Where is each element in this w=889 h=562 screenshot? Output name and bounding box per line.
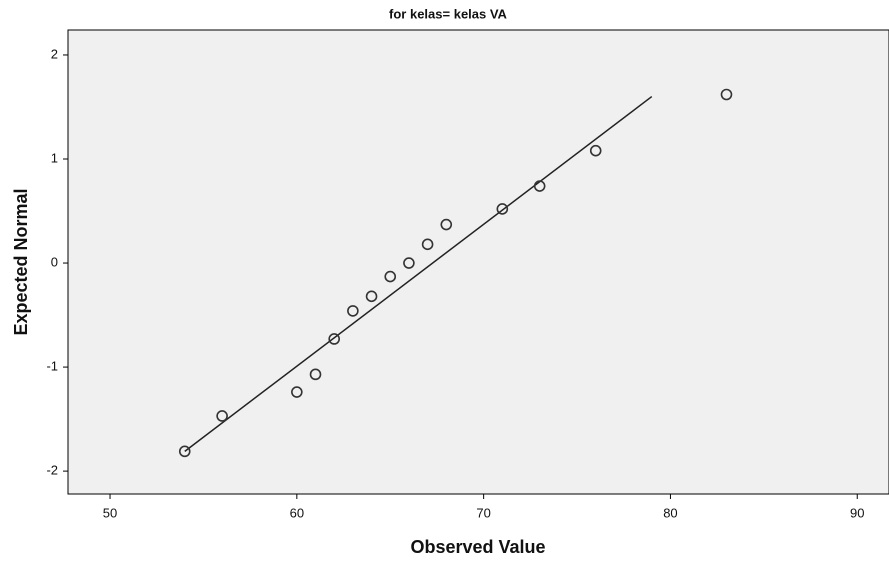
y-tick-label: -2 bbox=[46, 463, 58, 478]
y-tick-label: 2 bbox=[51, 46, 58, 61]
x-tick-label: 50 bbox=[103, 505, 117, 520]
point bbox=[533, 180, 546, 192]
x-tick-label: 80 bbox=[663, 505, 677, 520]
point bbox=[589, 144, 602, 157]
y-tick-label: -1 bbox=[46, 359, 58, 374]
x-tick-label: 60 bbox=[290, 505, 304, 520]
point bbox=[384, 270, 397, 283]
y-axis-label: Expected Normal bbox=[11, 188, 31, 335]
x-axis-label: Observed Value bbox=[410, 537, 545, 557]
y-tick-label: 0 bbox=[51, 254, 58, 269]
reference-line bbox=[184, 95, 653, 452]
point bbox=[403, 257, 415, 269]
point bbox=[496, 203, 509, 215]
point bbox=[328, 333, 340, 345]
point bbox=[720, 88, 733, 101]
point bbox=[291, 386, 303, 398]
point bbox=[440, 218, 453, 231]
plot-area bbox=[67, 29, 889, 495]
point bbox=[421, 238, 434, 251]
chart-title: for kelas= kelas VA bbox=[389, 6, 508, 21]
point bbox=[216, 410, 228, 422]
point bbox=[309, 368, 322, 381]
point bbox=[365, 290, 378, 303]
x-tick-label: 70 bbox=[476, 505, 490, 520]
x-tick-label: 90 bbox=[850, 505, 864, 520]
y-tick-label: 1 bbox=[51, 150, 58, 165]
point bbox=[178, 445, 191, 458]
point bbox=[347, 305, 359, 317]
